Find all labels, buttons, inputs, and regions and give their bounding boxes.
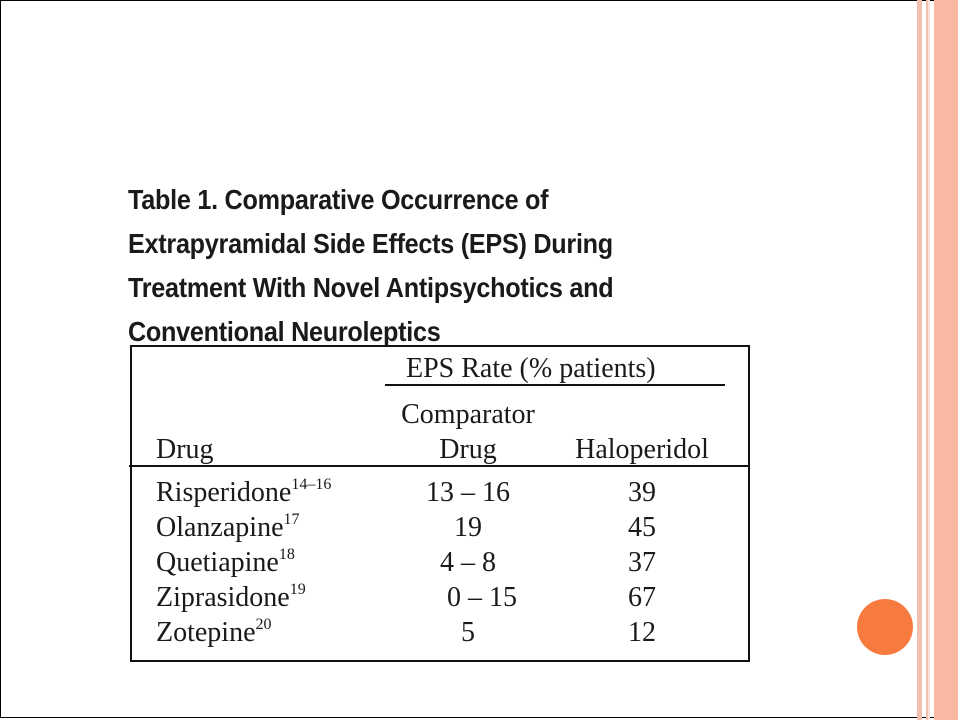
reference-superscript: 17: [283, 511, 300, 528]
drug-name: Risperidone: [156, 477, 292, 508]
table-row-drug: Risperidone14–16: [156, 476, 332, 508]
reference-superscript: 18: [278, 546, 295, 563]
drug-name: Ziprasidone: [156, 582, 290, 613]
reference-superscript: 14–16: [291, 476, 332, 493]
col-header-haloperidol: Haloperidol: [575, 434, 709, 465]
col-header-drug: Drug: [156, 434, 214, 465]
table-cell-comparator: 19: [454, 512, 482, 543]
table-cell-haloperidol: 12: [628, 617, 656, 648]
col-header-comparator-line2: Drug: [439, 434, 497, 465]
table-cell-comparator: 0 – 15: [447, 582, 517, 613]
table-cell-haloperidol: 37: [628, 547, 656, 578]
decor-stripe: [928, 0, 930, 720]
table-cell-comparator: 5: [461, 617, 475, 648]
group-header: EPS Rate (% patients): [406, 353, 656, 384]
table-title: Table 1. Comparative Occurrence of Extra…: [128, 178, 704, 354]
table-cell-comparator: 4 – 8: [440, 547, 496, 578]
table-cell-comparator: 13 – 16: [426, 477, 510, 508]
decor-stripe: [934, 0, 958, 720]
table-row-drug: Zotepine20: [156, 616, 272, 648]
title-line: Treatment With Novel Antipsychotics and: [128, 272, 614, 303]
group-header-rule: [385, 384, 725, 386]
table-row-drug: Ziprasidone19: [156, 581, 306, 613]
drug-name: Olanzapine: [156, 512, 284, 543]
header-rule: [129, 465, 750, 467]
title-line: Conventional Neuroleptics: [128, 316, 441, 347]
drug-name: Quetiapine: [156, 547, 279, 578]
accent-circle-icon: [857, 599, 913, 655]
table-cell-haloperidol: 39: [628, 477, 656, 508]
table-row-drug: Olanzapine17: [156, 511, 300, 543]
decor-stripe: [917, 0, 922, 720]
reference-superscript: 20: [255, 616, 272, 633]
data-table: EPS Rate (% patients) Comparator Drug Dr…: [130, 345, 750, 662]
table-cell-haloperidol: 45: [628, 512, 656, 543]
reference-superscript: 19: [289, 581, 306, 598]
drug-name: Zotepine: [156, 617, 256, 648]
table-cell-haloperidol: 67: [628, 582, 656, 613]
table-row-drug: Quetiapine18: [156, 546, 295, 578]
col-header-comparator-line1: Comparator: [401, 399, 535, 430]
title-line: Table 1. Comparative Occurrence of: [128, 184, 549, 215]
title-line: Extrapyramidal Side Effects (EPS) During: [128, 228, 613, 259]
